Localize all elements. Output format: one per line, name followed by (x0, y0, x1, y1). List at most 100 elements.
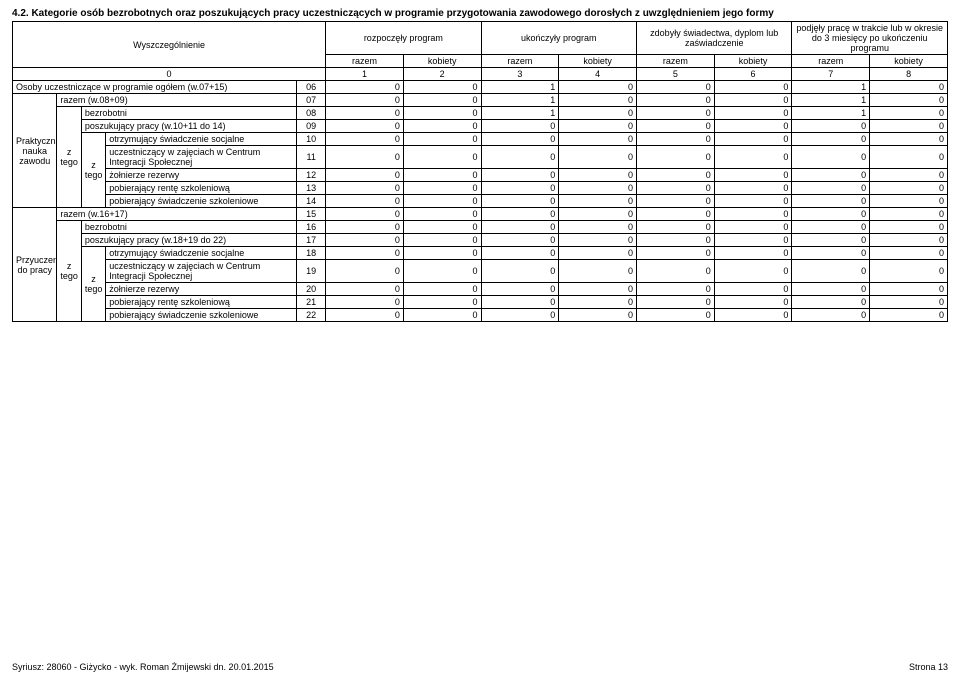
row-code: 12 (297, 169, 326, 182)
cell: 0 (714, 234, 792, 247)
cell: 0 (559, 221, 637, 234)
cell: 0 (714, 283, 792, 296)
cell: 0 (403, 283, 481, 296)
cell: 0 (326, 169, 404, 182)
row-label: pobierający rentę szkoleniową (106, 182, 297, 195)
cell: 0 (481, 133, 559, 146)
cell: 0 (792, 120, 870, 133)
hdr-razem: razem (481, 55, 559, 68)
cell: 0 (792, 283, 870, 296)
row-code: 18 (297, 247, 326, 260)
cell: 0 (792, 260, 870, 283)
cell: 0 (792, 247, 870, 260)
cell: 0 (559, 247, 637, 260)
colnum: 5 (636, 68, 714, 81)
cell: 0 (870, 296, 948, 309)
cell: 0 (481, 234, 559, 247)
hdr-kobiety: kobiety (559, 55, 637, 68)
row-code: 06 (297, 81, 326, 94)
cell: 0 (481, 182, 559, 195)
cell: 0 (326, 146, 404, 169)
cell: 0 (326, 309, 404, 322)
cell: 0 (792, 169, 870, 182)
cell: 0 (326, 94, 404, 107)
cell: 0 (636, 195, 714, 208)
cell: 0 (636, 120, 714, 133)
cell: 0 (403, 81, 481, 94)
cell: 0 (326, 81, 404, 94)
cell: 1 (792, 107, 870, 120)
row-label: pobierający świadczenie szkoleniowe (106, 195, 297, 208)
cell: 0 (870, 169, 948, 182)
cell: 0 (636, 146, 714, 169)
cell: 0 (559, 309, 637, 322)
cell: 0 (559, 94, 637, 107)
colnum: 1 (326, 68, 404, 81)
cell: 0 (326, 182, 404, 195)
stub-przyuczenie: Przyuczenie do pracy (13, 208, 57, 322)
row-code: 10 (297, 133, 326, 146)
cell: 0 (636, 133, 714, 146)
hdr-g4: podjęły pracę w trakcie lub w okresie do… (792, 22, 948, 55)
cell: 0 (403, 296, 481, 309)
colnum: 0 (13, 68, 326, 81)
section-title: 4.2. Kategorie osób bezrobotnych oraz po… (12, 8, 948, 19)
cell: 0 (326, 234, 404, 247)
cell: 0 (870, 133, 948, 146)
cell: 0 (714, 169, 792, 182)
cell: 0 (403, 169, 481, 182)
hdr-razem: razem (792, 55, 870, 68)
cell: 0 (792, 146, 870, 169)
footer-left: Syriusz: 28060 - Giżycko - wyk. Roman Żm… (12, 662, 274, 672)
cell: 0 (559, 146, 637, 169)
row-label: Osoby uczestniczące w programie ogółem (… (13, 81, 297, 94)
cell: 0 (636, 182, 714, 195)
row-code: 15 (297, 208, 326, 221)
cell: 0 (326, 133, 404, 146)
data-table: Wyszczególnienie rozpoczęły program ukoń… (12, 21, 948, 322)
cell: 0 (714, 81, 792, 94)
row-code: 17 (297, 234, 326, 247)
hdr-kobiety: kobiety (870, 55, 948, 68)
row-label: pobierający rentę szkoleniową (106, 296, 297, 309)
stub-z: z tego (81, 247, 105, 322)
cell: 0 (714, 120, 792, 133)
cell: 0 (792, 133, 870, 146)
cell: 0 (326, 221, 404, 234)
cell: 0 (326, 195, 404, 208)
row-label: otrzymujący świadczenie socjalne (106, 247, 297, 260)
row-code: 20 (297, 283, 326, 296)
cell: 0 (559, 133, 637, 146)
stub-ztego: z tego (57, 221, 81, 322)
cell: 0 (870, 260, 948, 283)
cell: 0 (481, 221, 559, 234)
cell: 0 (792, 195, 870, 208)
row-label: uczestniczący w zajęciach w Centrum Inte… (106, 146, 297, 169)
cell: 0 (636, 221, 714, 234)
cell: 0 (714, 309, 792, 322)
cell: 0 (636, 169, 714, 182)
colnum: 2 (403, 68, 481, 81)
cell: 0 (326, 107, 404, 120)
cell: 0 (403, 195, 481, 208)
colnum: 3 (481, 68, 559, 81)
row-label: razem (w.08+09) (57, 94, 297, 107)
cell: 0 (870, 182, 948, 195)
cell: 0 (636, 283, 714, 296)
colnum: 7 (792, 68, 870, 81)
hdr-razem: razem (636, 55, 714, 68)
cell: 0 (403, 234, 481, 247)
cell: 0 (326, 296, 404, 309)
cell: 0 (326, 260, 404, 283)
cell: 0 (403, 146, 481, 169)
cell: 0 (714, 133, 792, 146)
cell: 0 (559, 260, 637, 283)
cell: 1 (481, 81, 559, 94)
row-code: 11 (297, 146, 326, 169)
colnum: 8 (870, 68, 948, 81)
cell: 0 (481, 146, 559, 169)
cell: 0 (792, 221, 870, 234)
colnum: 4 (559, 68, 637, 81)
hdr-g3: zdobyły świadectwa, dyplom lub zaświadcz… (636, 22, 791, 55)
row-code: 08 (297, 107, 326, 120)
